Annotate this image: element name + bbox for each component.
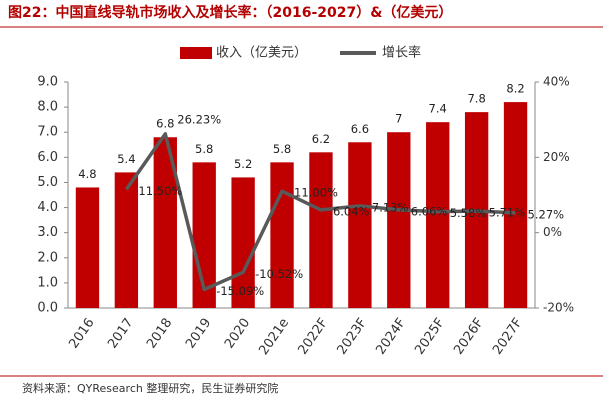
y-tick-label: 3.0	[37, 225, 58, 240]
data-label: 7	[395, 112, 402, 126]
data-label: 5.4	[117, 152, 135, 166]
source: 资料来源：QYResearch 整理研究，民生证券研究院	[22, 381, 278, 395]
data-label: 5.2	[234, 157, 252, 171]
legend-label: 增长率	[382, 45, 421, 61]
x-tick-label: 2021e	[256, 316, 292, 358]
bar	[426, 122, 450, 308]
y-tick-label: 1.0	[37, 275, 58, 290]
x-tick-label: 2018	[144, 316, 175, 352]
y-tick-label: 2.0	[37, 250, 58, 265]
line-label: 5.58%	[450, 206, 487, 220]
bar	[309, 152, 333, 308]
line-label: 11.50%	[138, 184, 182, 198]
y2-tick-label: 40%	[543, 75, 570, 89]
y2-tick-label: -20%	[543, 301, 574, 315]
data-label: 6.8	[156, 117, 174, 131]
x-tick-label: 2020	[222, 316, 253, 352]
line-label: -10.52%	[255, 267, 303, 281]
data-label: 8.2	[506, 82, 524, 96]
line-label: 6.06%	[411, 204, 448, 218]
x-tick-label: 2026F	[451, 316, 487, 358]
data-label: 4.8	[78, 167, 96, 181]
data-label: 5.8	[273, 142, 291, 156]
x-tick-label: 2016	[66, 316, 97, 352]
data-label: 6.2	[312, 132, 330, 146]
x-tick-label: 2027F	[490, 316, 526, 358]
legend-swatch	[180, 47, 212, 59]
bar	[387, 132, 411, 308]
y-tick-label: 8.0	[37, 100, 58, 115]
bar	[270, 162, 294, 308]
x-tick-label: 2025F	[412, 316, 448, 358]
x-tick-label: 2017	[105, 316, 136, 352]
x-tick-label: 2023F	[334, 316, 370, 358]
y-tick-label: 5.0	[37, 175, 58, 190]
line-label: 11.00%	[294, 186, 338, 200]
legend-label: 收入（亿美元）	[216, 46, 307, 61]
data-label: 5.8	[195, 142, 213, 156]
x-tick-label: 2019	[183, 316, 214, 352]
line-label: -15.09%	[216, 284, 264, 298]
line-label: 5.71%	[489, 206, 526, 220]
y-tick-label: 7.0	[37, 125, 58, 140]
bar	[75, 187, 100, 308]
x-tick-label: 2024F	[373, 316, 409, 358]
bar	[114, 172, 139, 308]
y-tick-label: 6.0	[37, 150, 58, 165]
data-label: 7.8	[467, 92, 485, 106]
line-label: 5.27%	[528, 207, 565, 221]
y-tick-label: 9.0	[37, 75, 58, 90]
y2-tick-label: 20%	[543, 150, 570, 164]
y-tick-label: 4.0	[37, 200, 58, 215]
line-label: 6.04%	[333, 204, 370, 218]
x-tick-label: 2022F	[296, 316, 332, 358]
chart-title: 图22：中国直线导轨市场收入及增长率：（2016-2027）&（亿美元）	[8, 4, 452, 21]
line-label: 26.23%	[177, 112, 221, 126]
y-tick-label: 0.0	[37, 301, 58, 316]
data-label: 6.6	[351, 122, 369, 136]
line-label: 7.13%	[372, 200, 409, 214]
data-label: 7.4	[429, 102, 447, 116]
bar	[348, 142, 372, 308]
y2-tick-label: 0%	[543, 225, 562, 239]
bar	[503, 102, 528, 308]
growth-line	[124, 132, 516, 292]
bar	[153, 137, 177, 308]
